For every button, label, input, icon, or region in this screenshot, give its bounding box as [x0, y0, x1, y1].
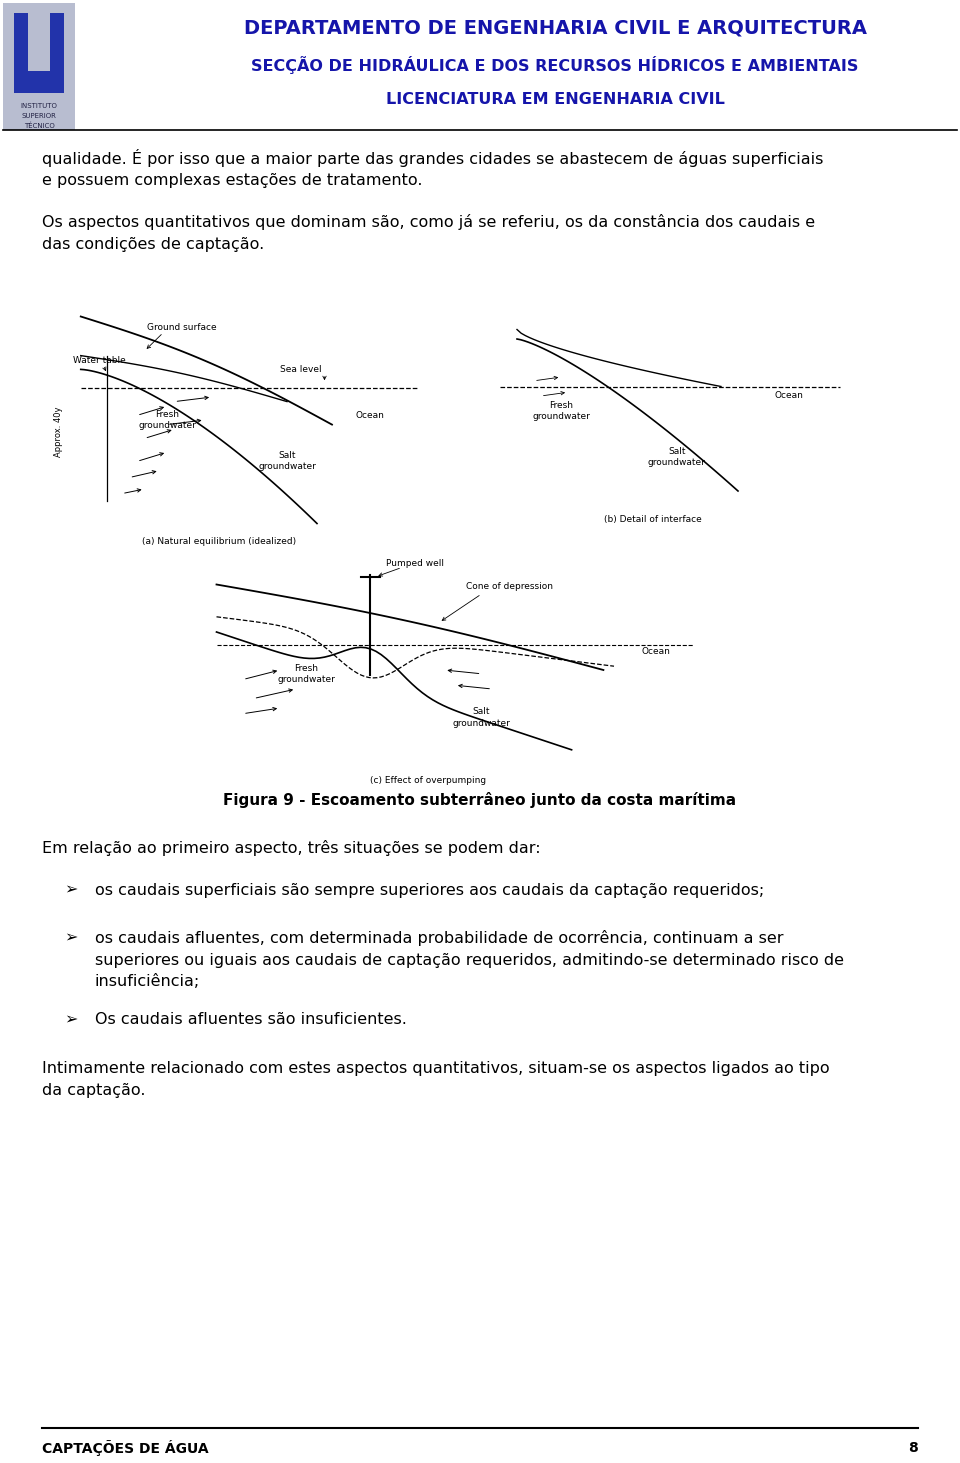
- Text: da captação.: da captação.: [42, 1083, 146, 1097]
- Text: ➢: ➢: [64, 930, 78, 945]
- Text: ➢: ➢: [64, 882, 78, 897]
- Text: qualidade. É por isso que a maior parte das grandes cidades se abastecem de água: qualidade. É por isso que a maior parte …: [42, 149, 824, 167]
- Text: Cone of depression: Cone of depression: [466, 582, 553, 591]
- Text: Sea level: Sea level: [279, 364, 322, 375]
- Text: (b) Detail of interface: (b) Detail of interface: [604, 515, 702, 524]
- Bar: [3, 3, 75, 130]
- Text: Approx. 40y: Approx. 40y: [54, 407, 62, 456]
- Text: Salt
groundwater: Salt groundwater: [258, 452, 316, 471]
- Text: (c) Effect of overpumping: (c) Effect of overpumping: [371, 775, 487, 784]
- Text: insuficiência;: insuficiência;: [95, 974, 201, 989]
- Text: os caudais afluentes, com determinada probabilidade de ocorrência, continuam a s: os caudais afluentes, com determinada pr…: [95, 930, 783, 947]
- Text: Figura 9 - Escoamento subterrâneo junto da costa marítima: Figura 9 - Escoamento subterrâneo junto …: [224, 791, 736, 808]
- Text: TÉCNICO: TÉCNICO: [24, 123, 55, 129]
- Text: Fresh
groundwater: Fresh groundwater: [277, 664, 336, 683]
- Bar: [50, 13, 64, 70]
- Text: Intimamente relacionado com estes aspectos quantitativos, situam-se os aspectos : Intimamente relacionado com estes aspect…: [42, 1061, 829, 1075]
- Text: das condições de captação.: das condições de captação.: [42, 237, 264, 252]
- Text: Water table: Water table: [73, 356, 126, 364]
- Text: SUPERIOR: SUPERIOR: [21, 113, 57, 119]
- Text: Ground surface: Ground surface: [147, 323, 217, 332]
- Text: (a) Natural equilibrium (idealized): (a) Natural equilibrium (idealized): [142, 537, 297, 546]
- Text: INSTITUTO: INSTITUTO: [20, 102, 58, 110]
- Text: Ocean: Ocean: [775, 392, 804, 401]
- Text: Fresh
groundwater: Fresh groundwater: [532, 401, 590, 421]
- Text: SECÇÃO DE HIDRÁULICA E DOS RECURSOS HÍDRICOS E AMBIENTAIS: SECÇÃO DE HIDRÁULICA E DOS RECURSOS HÍDR…: [252, 56, 858, 75]
- Text: Em relação ao primeiro aspecto, três situações se podem dar:: Em relação ao primeiro aspecto, três sit…: [42, 840, 540, 856]
- Bar: [14, 70, 64, 94]
- Bar: [28, 38, 50, 69]
- Text: Os aspectos quantitativos que dominam são, como já se referiu, os da constância : Os aspectos quantitativos que dominam sã…: [42, 214, 815, 230]
- Text: Os caudais afluentes são insuficientes.: Os caudais afluentes são insuficientes.: [95, 1012, 407, 1027]
- Text: Fresh
groundwater: Fresh groundwater: [138, 410, 196, 430]
- Text: Salt
groundwater: Salt groundwater: [648, 446, 706, 467]
- Text: DEPARTAMENTO DE ENGENHARIA CIVIL E ARQUITECTURA: DEPARTAMENTO DE ENGENHARIA CIVIL E ARQUI…: [244, 19, 867, 38]
- Text: 8: 8: [908, 1441, 918, 1456]
- Text: superiores ou iguais aos caudais de captação requeridos, admitindo-se determinad: superiores ou iguais aos caudais de capt…: [95, 952, 844, 967]
- Text: e possuem complexas estações de tratamento.: e possuem complexas estações de tratamen…: [42, 173, 422, 187]
- Text: CAPTAÇÕES DE ÁGUA: CAPTAÇÕES DE ÁGUA: [42, 1440, 208, 1456]
- Text: LICENCIATURA EM ENGENHARIA CIVIL: LICENCIATURA EM ENGENHARIA CIVIL: [386, 92, 725, 107]
- Text: Pumped well: Pumped well: [386, 559, 444, 568]
- Text: os caudais superficiais são sempre superiores aos caudais da captação requeridos: os caudais superficiais são sempre super…: [95, 882, 764, 897]
- Text: Ocean: Ocean: [642, 647, 671, 655]
- Text: Salt
groundwater: Salt groundwater: [452, 708, 511, 727]
- Text: Ocean: Ocean: [355, 411, 384, 420]
- Text: ➢: ➢: [64, 1012, 78, 1027]
- Bar: [14, 13, 28, 70]
